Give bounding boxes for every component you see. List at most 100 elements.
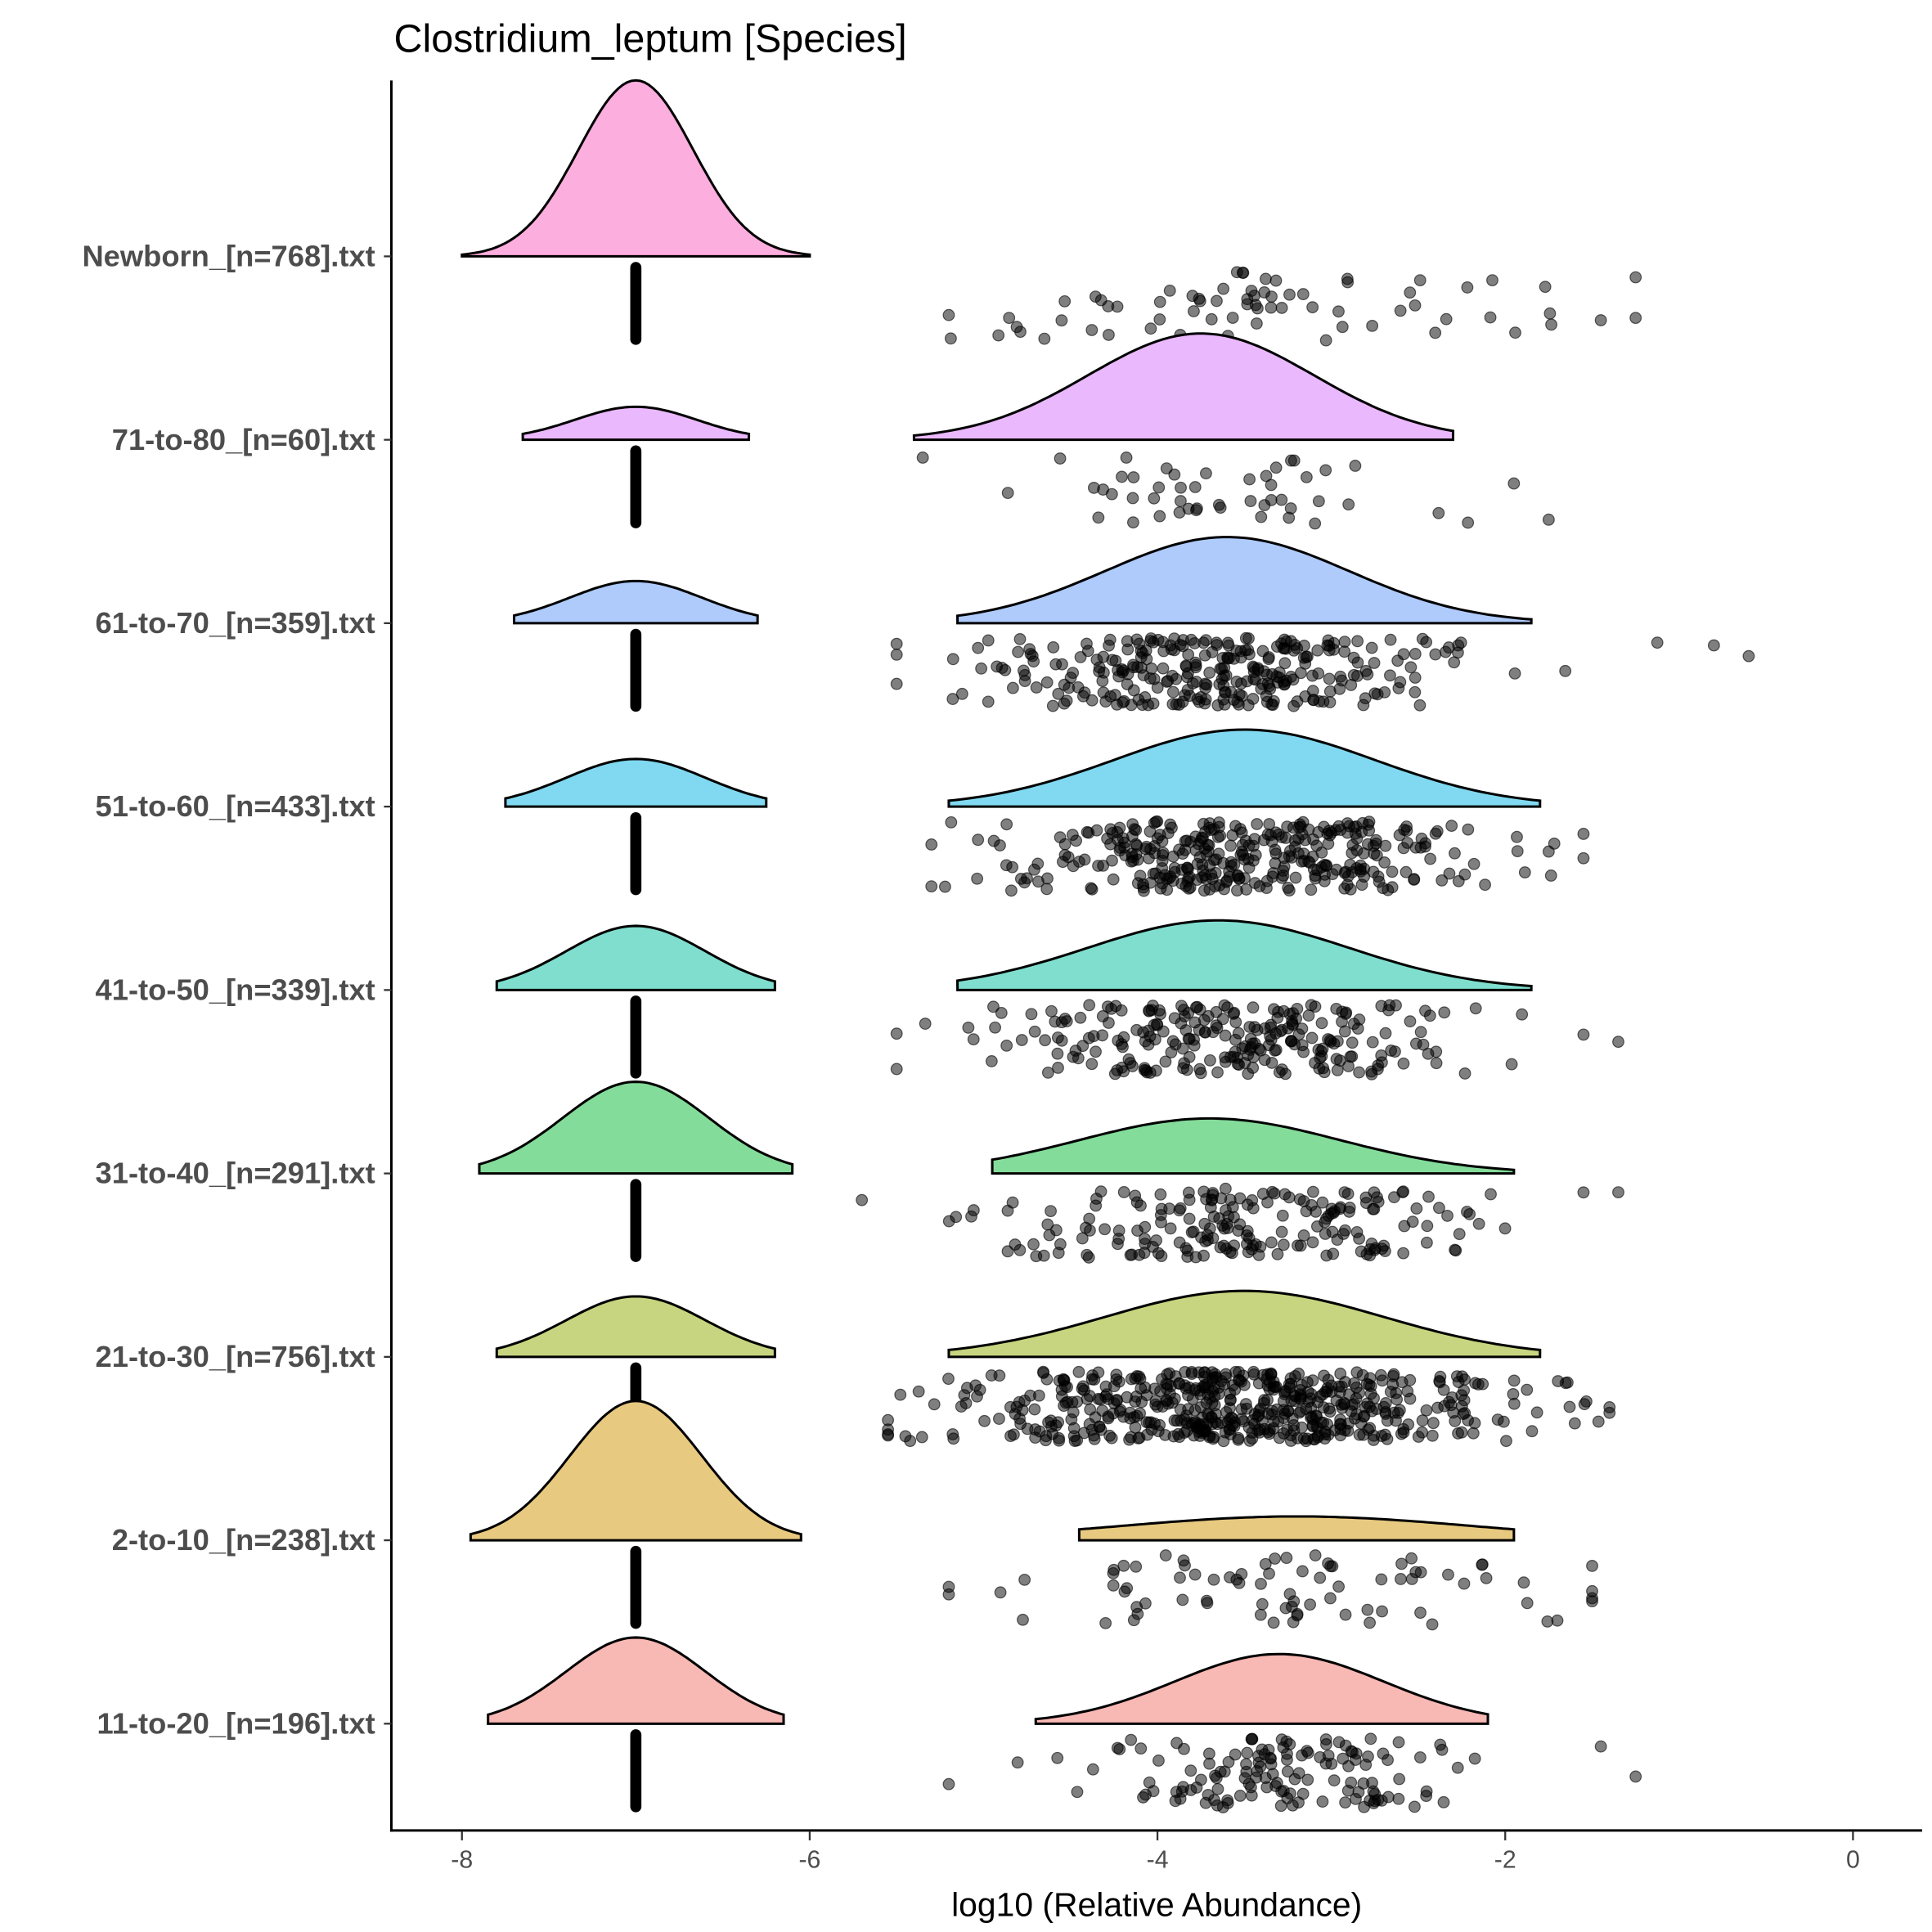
- data-point: [916, 452, 929, 464]
- data-point: [1120, 452, 1133, 464]
- data-point: [1594, 314, 1607, 326]
- data-point: [1058, 678, 1071, 691]
- data-point: [1386, 865, 1399, 878]
- data-point: [1006, 681, 1019, 694]
- data-point: [994, 839, 1006, 851]
- data-point: [1452, 874, 1465, 887]
- data-point: [1219, 1029, 1232, 1042]
- data-point: [1346, 1050, 1359, 1063]
- data-point: [1345, 1405, 1358, 1418]
- data-point: [1629, 312, 1642, 325]
- data-point: [1309, 1000, 1322, 1013]
- data-point: [1159, 1055, 1172, 1068]
- data-point: [1152, 481, 1166, 494]
- data-point: [1400, 820, 1413, 833]
- data-point: [989, 1021, 1002, 1034]
- data-point: [1311, 644, 1324, 657]
- data-point: [1193, 1003, 1206, 1016]
- data-point: [982, 634, 995, 647]
- data-point: [1154, 1209, 1167, 1221]
- data-point: [1319, 464, 1332, 477]
- data-point: [1083, 999, 1096, 1012]
- data-point: [1548, 837, 1561, 850]
- data-point: [1394, 304, 1407, 317]
- data-point: [1507, 477, 1521, 490]
- data-point: [1333, 1202, 1346, 1215]
- data-point: [1173, 506, 1186, 519]
- data-point: [992, 329, 1005, 342]
- data-point: [1028, 1403, 1041, 1416]
- data-point: [1251, 818, 1264, 830]
- data-point: [1264, 1376, 1277, 1389]
- data-point: [1278, 633, 1291, 646]
- data-point: [1297, 651, 1310, 664]
- data-point: [1462, 823, 1475, 836]
- data-point: [1221, 1221, 1234, 1234]
- data-point: [1017, 1613, 1029, 1626]
- data-point: [967, 1033, 980, 1046]
- data-point: [1543, 307, 1557, 320]
- data-point: [1179, 1242, 1193, 1255]
- data-point: [1070, 834, 1083, 847]
- data-point: [1244, 1781, 1257, 1794]
- data-point: [1498, 1222, 1512, 1235]
- data-point: [1409, 685, 1422, 699]
- data-point: [1069, 1045, 1082, 1057]
- data-point: [1041, 872, 1054, 885]
- data-point: [1103, 1017, 1115, 1029]
- y-tick-label: 41-to-50_[n=339].txt: [96, 973, 375, 1006]
- data-point: [1163, 284, 1176, 297]
- data-point: [1188, 637, 1201, 649]
- data-point: [1015, 1034, 1028, 1046]
- data-point: [1211, 1799, 1224, 1812]
- data-point: [1438, 1006, 1451, 1019]
- data-point: [1300, 1205, 1313, 1218]
- data-point: [1253, 880, 1266, 892]
- data-point: [1127, 684, 1140, 697]
- data-point: [1309, 517, 1322, 530]
- density-abundance: [1034, 1652, 1489, 1725]
- data-point: [1199, 1235, 1211, 1248]
- data-point: [1312, 495, 1325, 508]
- data-point: [1334, 1422, 1347, 1436]
- data-point: [1397, 842, 1410, 855]
- data-point: [1190, 502, 1203, 515]
- data-point: [1209, 1368, 1221, 1381]
- data-point: [1074, 650, 1087, 663]
- data-point: [985, 1055, 998, 1067]
- data-point: [1516, 1008, 1529, 1021]
- data-point: [894, 1388, 907, 1401]
- data-point: [1355, 825, 1368, 838]
- data-point: [1221, 1796, 1234, 1809]
- y-tick-label: 71-to-80_[n=60].txt: [112, 423, 375, 456]
- data-point: [1441, 1209, 1453, 1222]
- data-point: [944, 332, 957, 345]
- data-point: [1219, 1182, 1232, 1195]
- data-point: [1138, 1063, 1151, 1076]
- data-point: [1330, 1053, 1343, 1066]
- data-point: [1202, 1381, 1215, 1394]
- data-point: [1241, 675, 1253, 688]
- data-point: [1530, 1406, 1543, 1419]
- data-point: [1312, 667, 1325, 680]
- data-point: [1263, 1567, 1275, 1580]
- data-point: [1081, 637, 1093, 650]
- data-point: [1209, 880, 1222, 893]
- data-point: [1208, 1390, 1221, 1403]
- data-point: [1179, 659, 1193, 672]
- data-point: [912, 1385, 925, 1398]
- data-point: [1074, 1011, 1087, 1024]
- data-point: [1149, 1398, 1162, 1411]
- data-point: [1233, 1192, 1247, 1205]
- data-point: [1552, 1375, 1565, 1387]
- data-point: [1323, 1402, 1336, 1415]
- data-point: [1126, 854, 1139, 867]
- data-point: [1385, 1044, 1398, 1057]
- chart-title: Clostridium_leptum [Species]: [393, 17, 906, 61]
- data-point: [1397, 1185, 1410, 1198]
- data-point: [1359, 692, 1372, 705]
- data-point: [1235, 690, 1248, 703]
- data-point: [1413, 274, 1427, 287]
- data-point: [1577, 1186, 1590, 1199]
- data-point: [1184, 870, 1197, 883]
